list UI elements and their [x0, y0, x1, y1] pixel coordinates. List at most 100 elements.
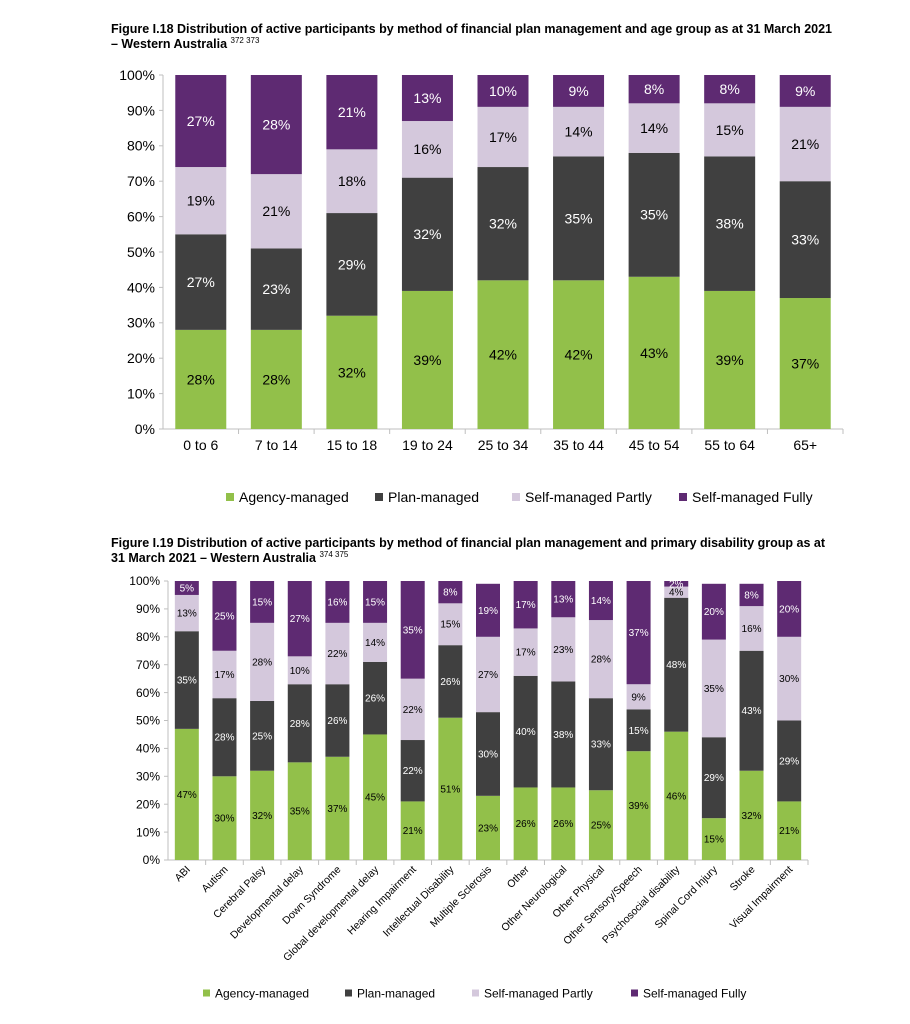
bar-segment	[400, 801, 425, 860]
x-tick-label: 7 to 14	[255, 437, 298, 453]
bar-segment	[401, 290, 453, 429]
bar-segment	[551, 581, 576, 618]
data-label: 15%	[716, 122, 744, 138]
data-label: 42%	[489, 347, 517, 363]
x-tick-label: 19 to 24	[402, 437, 453, 453]
bar-segment	[777, 636, 802, 721]
y-tick-label: 0%	[135, 421, 155, 437]
figure-2-title: Figure I.19 Distribution of active parti…	[111, 536, 826, 565]
y-tick-label: 40%	[136, 742, 160, 756]
bar-segment	[287, 656, 312, 685]
bar-segment	[250, 770, 275, 860]
bar-segment	[438, 717, 463, 860]
chart-age-group: 0% 10% 20% 30% 40% 50% 60% 70% 80% 90% 100% 28% 27% 1…	[119, 67, 844, 505]
bar-segment	[626, 751, 651, 860]
data-label: 33%	[791, 232, 819, 248]
bar-segment	[250, 248, 302, 330]
bar-segment	[628, 103, 680, 153]
data-label: 22%	[327, 649, 347, 660]
data-label: 35%	[565, 210, 593, 226]
data-label: 39%	[629, 801, 649, 812]
bar-segment	[174, 728, 199, 860]
legend-swatch	[345, 989, 352, 997]
bar-segment	[438, 581, 463, 604]
bar-segment	[588, 698, 613, 791]
data-label: 22%	[403, 766, 423, 777]
bar-segment	[325, 581, 350, 623]
data-label: 8%	[720, 81, 740, 97]
bar-segment	[701, 583, 726, 640]
bar-segment	[174, 631, 199, 729]
bar-segment	[704, 103, 756, 157]
y-tick-label: 30%	[136, 770, 160, 784]
data-label: 38%	[553, 730, 573, 741]
data-label: 25%	[591, 821, 611, 832]
bar-segment	[779, 298, 831, 429]
data-label: 27%	[478, 670, 498, 681]
bar-segment	[588, 581, 613, 621]
bar-segment	[704, 290, 756, 429]
bar-segment	[588, 620, 613, 699]
bar-segment	[400, 581, 425, 679]
bar-segment	[325, 756, 350, 860]
bar-segment	[779, 106, 831, 182]
bar-segment	[250, 329, 302, 429]
data-label: 26%	[365, 694, 385, 705]
bar-segment	[212, 698, 237, 777]
bar-segment	[739, 583, 764, 607]
data-label: 16%	[327, 597, 347, 608]
bar-segment	[664, 586, 689, 598]
data-label: 9%	[795, 83, 815, 99]
bar-segment	[628, 276, 680, 429]
data-label: 13%	[413, 90, 441, 106]
bar-segment	[664, 581, 689, 587]
data-label: 39%	[413, 352, 441, 368]
data-label: 37%	[791, 355, 819, 371]
figure-1-title: Figure I.18 Distribution of active parti…	[111, 22, 832, 51]
figure-1-refs: 372 373	[230, 35, 260, 45]
bar-segment	[701, 639, 726, 738]
bar-segment	[477, 280, 529, 429]
bar-segment	[779, 75, 831, 107]
data-label: 32%	[252, 811, 272, 822]
data-label: 21%	[791, 136, 819, 152]
y-tick-label: 90%	[127, 102, 155, 118]
data-label: 37%	[629, 628, 649, 639]
bar-segment	[250, 581, 275, 623]
data-label: 27%	[187, 113, 215, 129]
data-label: 14%	[591, 596, 611, 607]
data-label: 37%	[327, 804, 347, 815]
data-label: 15%	[704, 835, 724, 846]
bar-segment	[551, 787, 576, 860]
bar-segment	[779, 181, 831, 299]
bar-segment	[438, 603, 463, 646]
y-tick-label: 90%	[136, 602, 160, 616]
y-tick-label: 20%	[127, 350, 155, 366]
data-label: 5%	[180, 583, 195, 594]
data-label: 25%	[214, 611, 234, 622]
data-label: 13%	[553, 595, 573, 606]
data-label: 32%	[489, 216, 517, 232]
x-tick-label: Spinal Cord Injury	[652, 863, 720, 931]
bar-segment	[326, 149, 378, 214]
data-label: 33%	[591, 740, 611, 751]
bar-segment	[476, 795, 500, 860]
data-label: 14%	[565, 124, 593, 140]
data-label: 30%	[214, 814, 234, 825]
bar-segment	[250, 174, 302, 249]
y-tick-label: 80%	[136, 630, 160, 644]
x-tick-label: 15 to 18	[327, 437, 378, 453]
data-label: 29%	[704, 773, 724, 784]
bar-segment	[626, 684, 651, 710]
y-tick-label: 80%	[127, 138, 155, 154]
data-label: 27%	[187, 274, 215, 290]
bar-segment	[551, 617, 576, 682]
bar-segment	[363, 622, 388, 662]
data-label: 17%	[489, 129, 517, 145]
bar-segment	[326, 213, 378, 316]
data-label: 17%	[214, 670, 234, 681]
bar-segment	[175, 167, 227, 235]
data-label: 32%	[742, 811, 762, 822]
bar-segment	[325, 622, 350, 685]
bar-segment	[212, 581, 237, 651]
